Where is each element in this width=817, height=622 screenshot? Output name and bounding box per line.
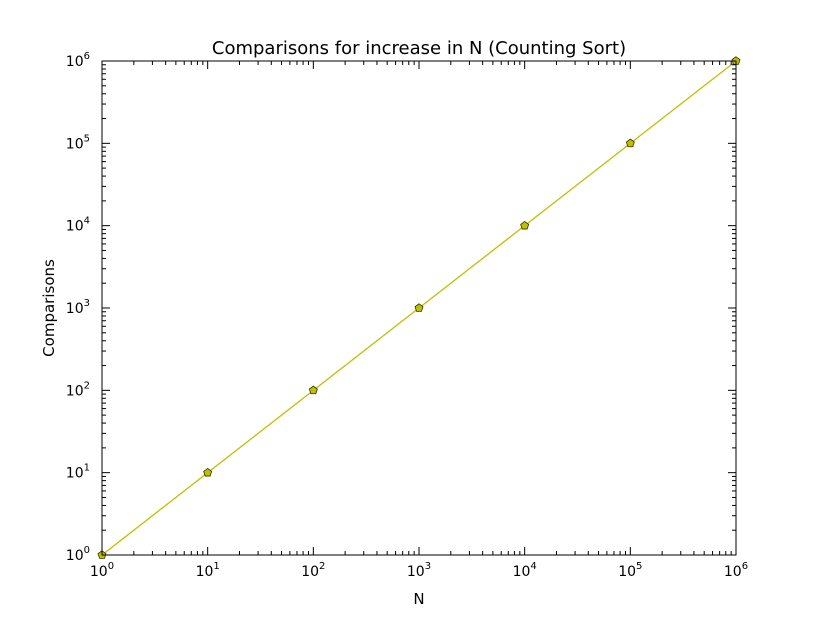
x-axis-label: N	[413, 590, 424, 608]
y-tick-label-exp: 1	[84, 463, 90, 474]
x-tick-label: 101	[196, 561, 220, 580]
y-tick-label-base: 10	[66, 54, 84, 70]
y-tick-label-base: 10	[66, 301, 84, 317]
data-point	[625, 138, 635, 148]
x-tick-label-base: 10	[301, 564, 319, 580]
data-point	[308, 385, 318, 395]
y-tick-label-base: 10	[66, 136, 84, 152]
y-tick-label-exp: 6	[84, 51, 90, 62]
y-tick-label: 104	[66, 216, 90, 235]
y-tick-label: 105	[66, 133, 90, 152]
x-tick-label-exp: 1	[213, 561, 219, 572]
x-tick-label: 105	[618, 561, 642, 580]
x-tick-label-exp: 5	[636, 561, 642, 572]
y-tick-label: 100	[66, 545, 90, 564]
x-tick-label: 104	[513, 561, 537, 580]
x-tick-label-base: 10	[724, 564, 742, 580]
y-tick-label: 101	[66, 463, 90, 482]
marks-layer	[97, 56, 741, 559]
y-axis-label: Comparisons	[40, 259, 58, 357]
y-tick-label-exp: 0	[84, 545, 90, 556]
data-point	[414, 303, 424, 312]
ticks-layer: 100 101 102 103 104 105 1061001011021031041051…	[66, 51, 748, 580]
chart-title: Comparisons for increase in N (Counting …	[212, 38, 626, 59]
x-tick-label: 102	[301, 561, 325, 580]
y-tick-label: 103	[66, 298, 90, 317]
x-tick-label-exp: 6	[742, 561, 748, 572]
x-tick-label-base: 10	[196, 564, 214, 580]
y-tick-label-base: 10	[66, 383, 84, 399]
y-tick-label-base: 10	[66, 548, 84, 564]
x-tick-label-base: 10	[90, 564, 108, 580]
x-tick-label: 106	[724, 561, 748, 580]
data-point	[520, 220, 530, 230]
x-tick-label: 100	[90, 561, 114, 580]
y-tick-label-exp: 3	[84, 298, 90, 309]
x-tick-label-exp: 4	[530, 561, 536, 572]
y-tick-label: 102	[66, 380, 90, 399]
x-tick-label: 103	[407, 561, 431, 580]
x-tick-label-exp: 0	[108, 561, 114, 572]
x-tick-label-exp: 2	[319, 561, 325, 572]
x-tick-label-base: 10	[513, 564, 531, 580]
y-tick-label-exp: 4	[84, 216, 90, 227]
data-point	[203, 467, 213, 477]
y-tick-label-exp: 5	[84, 133, 90, 144]
y-tick-label-base: 10	[66, 219, 84, 235]
x-tick-label-base: 10	[407, 564, 425, 580]
x-tick-label-exp: 3	[425, 561, 431, 572]
y-tick-label: 106	[66, 51, 90, 70]
y-tick-label-base: 10	[66, 466, 84, 482]
x-tick-label-base: 10	[618, 564, 636, 580]
plot-frame	[101, 60, 737, 556]
y-tick-label-exp: 2	[84, 380, 90, 391]
